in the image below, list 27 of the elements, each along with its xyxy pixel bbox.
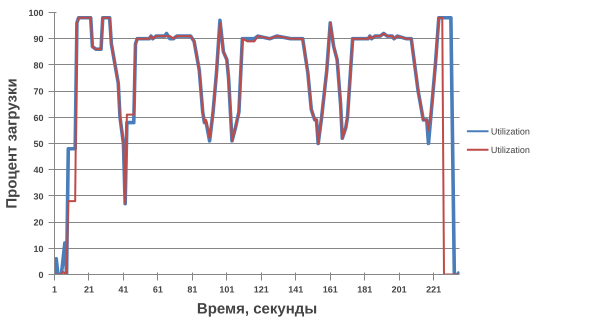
y-tick-label: 10 [33, 244, 44, 254]
x-tick-label: 121 [254, 284, 269, 294]
y-tick-label: 80 [33, 60, 44, 70]
y-tick-label: 30 [33, 191, 44, 202]
x-tick-label: 41 [118, 284, 128, 294]
x-tick-label: 181 [357, 284, 372, 294]
x-tick-label: 141 [288, 284, 304, 294]
y-tick-label: 60 [33, 112, 44, 123]
x-tick-label: 1 [52, 284, 58, 294]
x-tick-label: 61 [152, 284, 163, 294]
x-tick-label: 101 [219, 284, 234, 294]
y-tick-label: 20 [33, 218, 44, 228]
legend-label: Utilization [490, 144, 530, 155]
y-tick-label: 90 [33, 34, 44, 44]
x-tick-label: 161 [322, 284, 338, 294]
x-tick-label: 201 [392, 284, 407, 294]
y-axis-title: Процент загрузки [3, 78, 20, 209]
y-tick-label: 0 [38, 270, 44, 280]
x-axis-title: Время, секунды [196, 300, 318, 318]
x-tick-label: 81 [187, 284, 198, 294]
y-tick-label: 50 [33, 139, 44, 149]
x-tick-label: 221 [426, 284, 442, 294]
legend-label: Utilization [490, 126, 530, 136]
y-tick-label: 70 [33, 86, 44, 97]
y-tick-label: 40 [33, 165, 44, 176]
y-tick-label: 100 [28, 8, 44, 18]
x-tick-label: 21 [84, 284, 94, 294]
